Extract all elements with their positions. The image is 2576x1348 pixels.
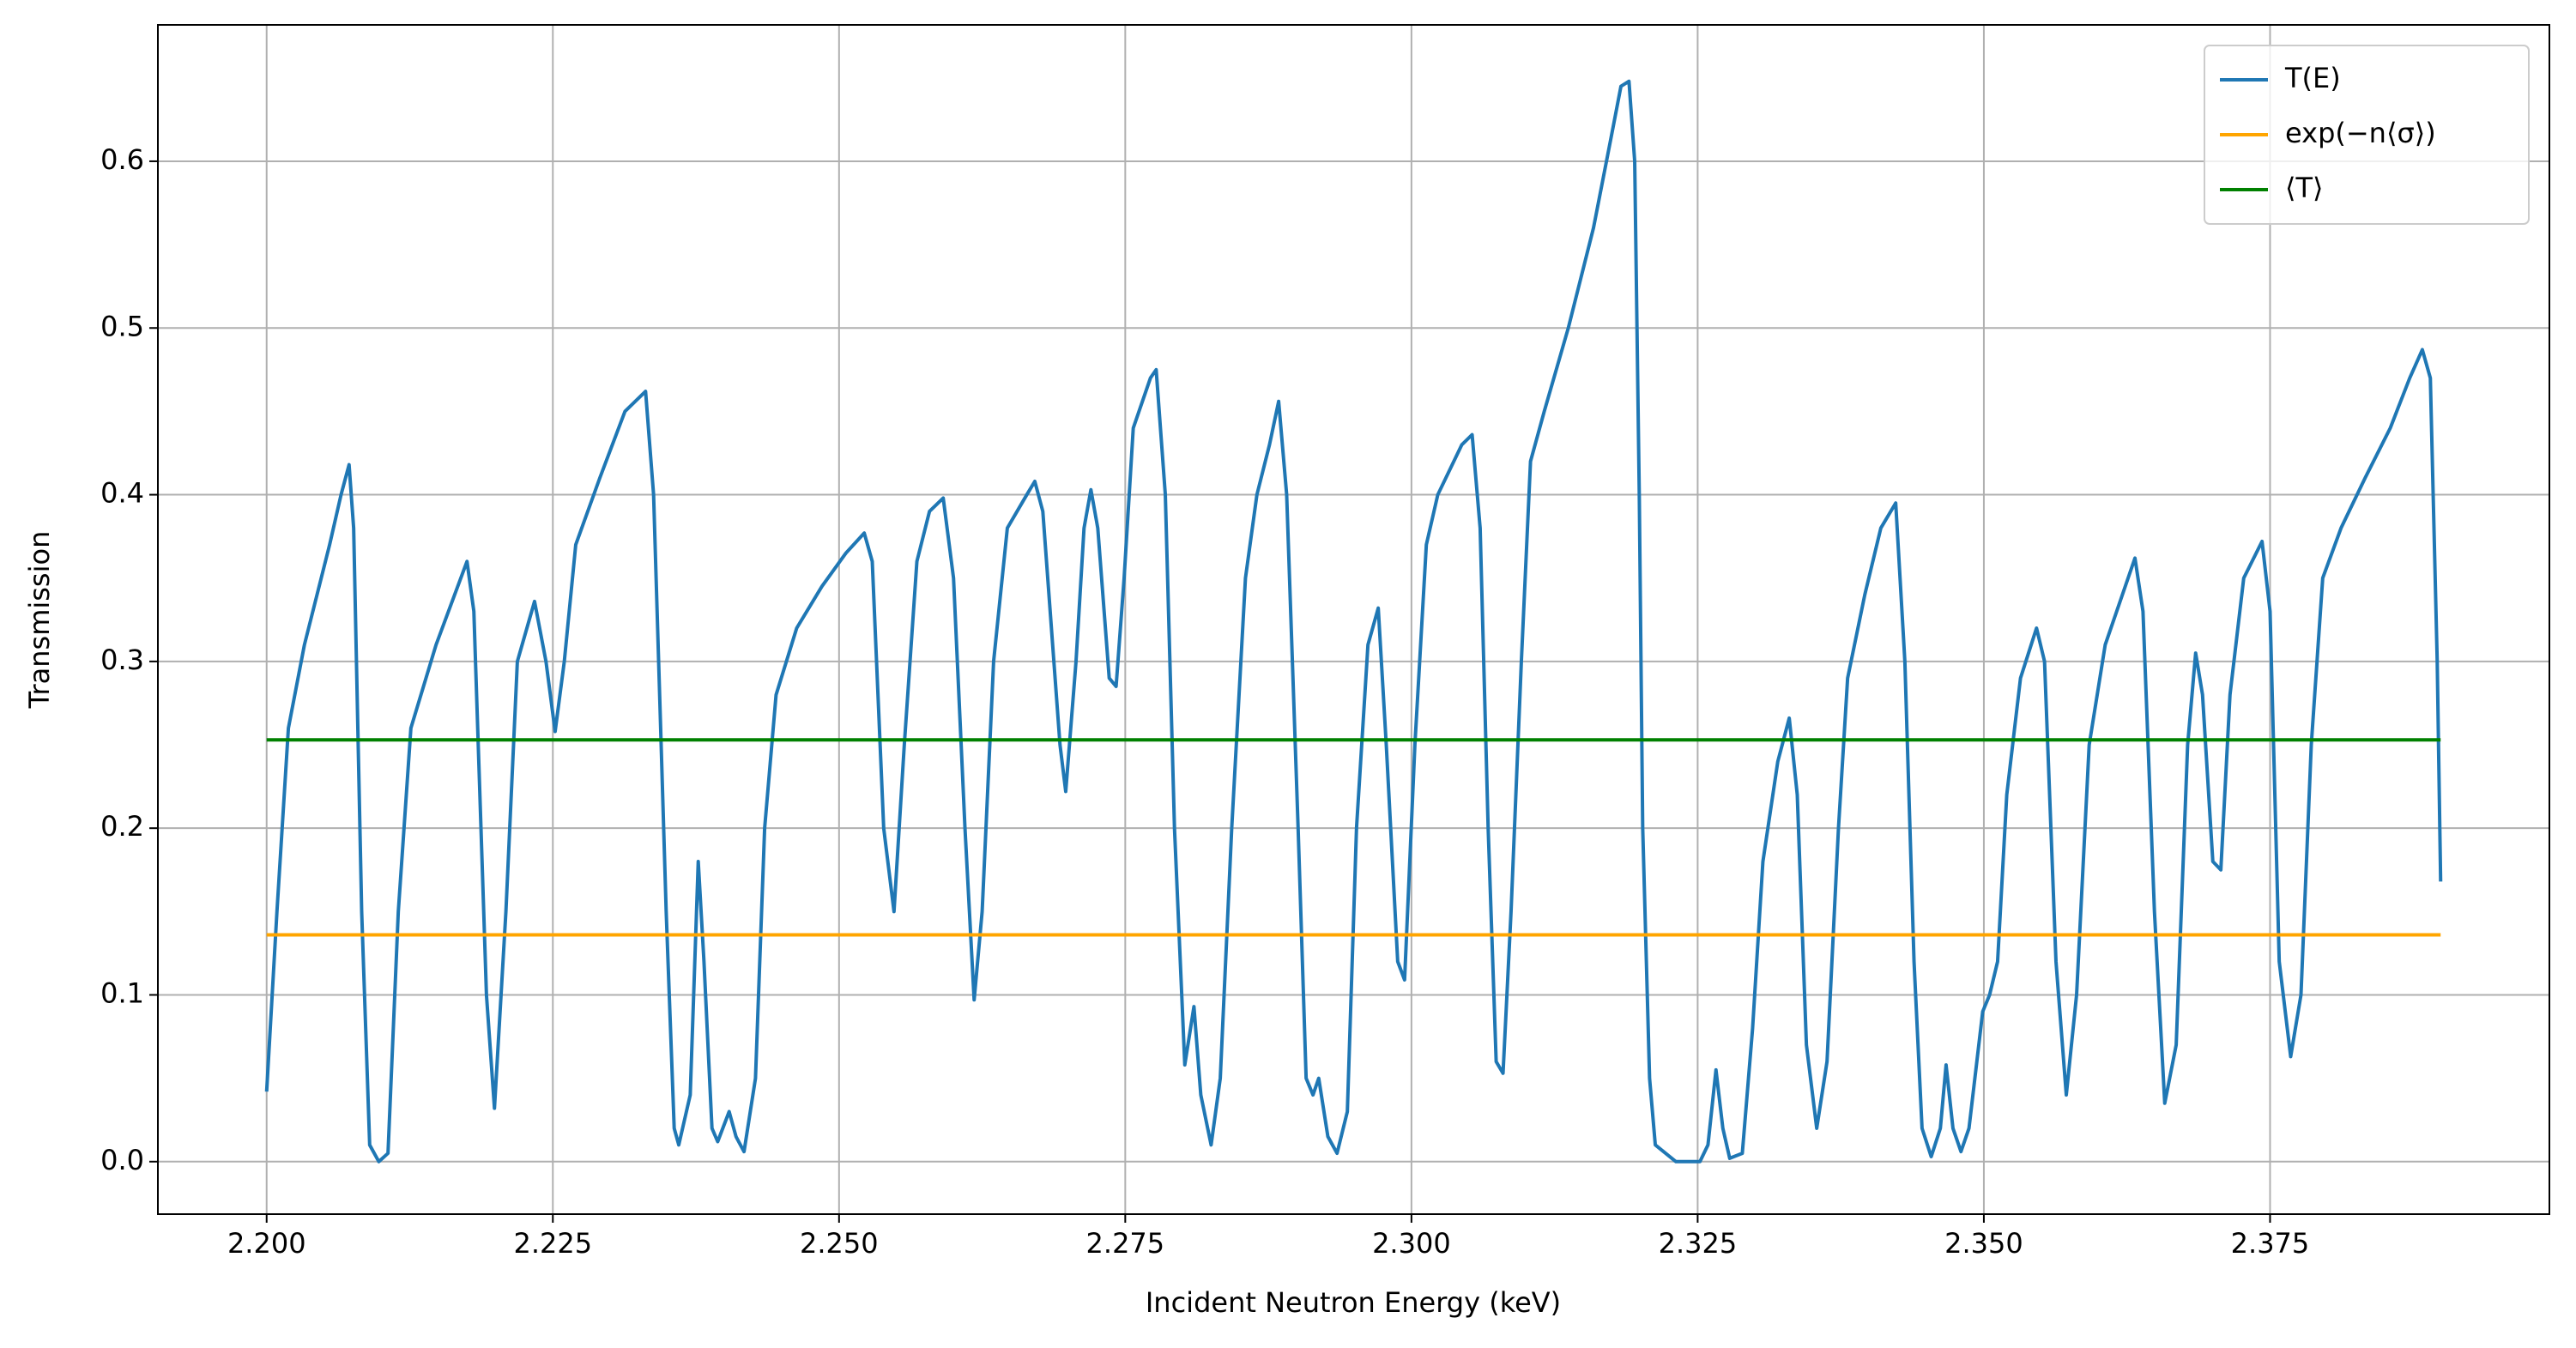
x-tick-label: 2.325	[1659, 1227, 1738, 1260]
ticks: 2.200 2.225 2.250 2.275 2.300 2.325 2.350 2.375…	[100, 143, 2309, 1260]
legend: T(E) exp(−n⟨σ⟩) ⟨T⟩	[2204, 45, 2530, 225]
x-tick-label: 2.275	[1086, 1227, 1165, 1260]
data-line	[264, 79, 2443, 1164]
y-tick-label: 0.6	[100, 143, 144, 176]
y-tick-label: 0.0	[100, 1144, 144, 1176]
legend-label: T(E)	[2284, 62, 2341, 94]
x-axis-label: Incident Neutron Energy (keV)	[1146, 1286, 1561, 1319]
legend-label: exp(−n⟨σ⟩)	[2285, 117, 2436, 149]
y-tick-label: 0.5	[100, 310, 144, 342]
y-tick-label: 0.2	[100, 810, 144, 843]
y-tick-label: 0.3	[100, 644, 144, 676]
x-tick-label: 2.200	[227, 1227, 306, 1260]
plot-frame	[157, 24, 2550, 1215]
x-tick-label: 2.250	[800, 1227, 879, 1260]
y-axis-label: Transmission	[23, 531, 56, 710]
plot-lines	[264, 79, 2443, 1164]
x-tick-label: 2.375	[2231, 1227, 2310, 1260]
y-tick-label: 0.1	[100, 976, 144, 1009]
x-tick-label: 2.350	[1944, 1227, 2023, 1260]
x-tick-label: 2.225	[513, 1227, 592, 1260]
grid	[158, 25, 2549, 1214]
legend-box	[2204, 45, 2530, 225]
x-tick-label: 2.300	[1372, 1227, 1451, 1260]
legend-label: ⟨T⟩	[2285, 172, 2324, 204]
y-tick-label: 0.4	[100, 477, 144, 510]
